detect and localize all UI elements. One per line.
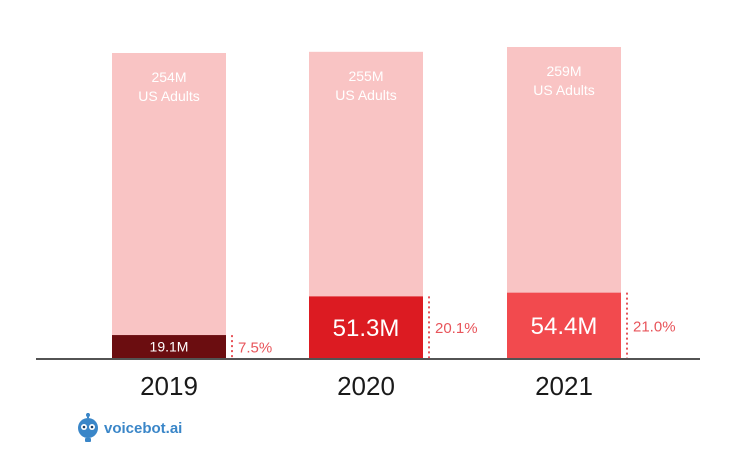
background-bar-sublabel: US Adults bbox=[533, 82, 594, 98]
logo-text: voicebot.ai bbox=[104, 419, 183, 437]
x-tick-label: 2019 bbox=[140, 371, 198, 401]
value-bar-label: 19.1M bbox=[150, 339, 189, 355]
value-bar bbox=[309, 296, 423, 358]
percent-label: 21.0% bbox=[633, 318, 676, 335]
voicebot-logo: voicebot.ai bbox=[76, 413, 182, 443]
background-bar bbox=[112, 53, 226, 359]
background-bar-label: 255M bbox=[348, 68, 383, 84]
x-tick-label: 2020 bbox=[337, 371, 395, 401]
background-bar-label: 254M bbox=[151, 69, 186, 85]
percent-label: 7.5% bbox=[238, 340, 272, 357]
background-bar-sublabel: US Adults bbox=[138, 88, 199, 104]
value-bar bbox=[112, 335, 226, 358]
value-bar bbox=[507, 292, 621, 358]
percent-label: 20.1% bbox=[435, 320, 478, 337]
value-bar-label: 51.3M bbox=[333, 315, 400, 342]
x-tick-label: 2021 bbox=[535, 371, 593, 401]
background-bar-sublabel: US Adults bbox=[335, 87, 396, 103]
value-bar-label: 54.4M bbox=[531, 313, 598, 340]
robot-mascot-icon bbox=[78, 413, 98, 442]
background-bar-label: 259M bbox=[546, 63, 581, 79]
